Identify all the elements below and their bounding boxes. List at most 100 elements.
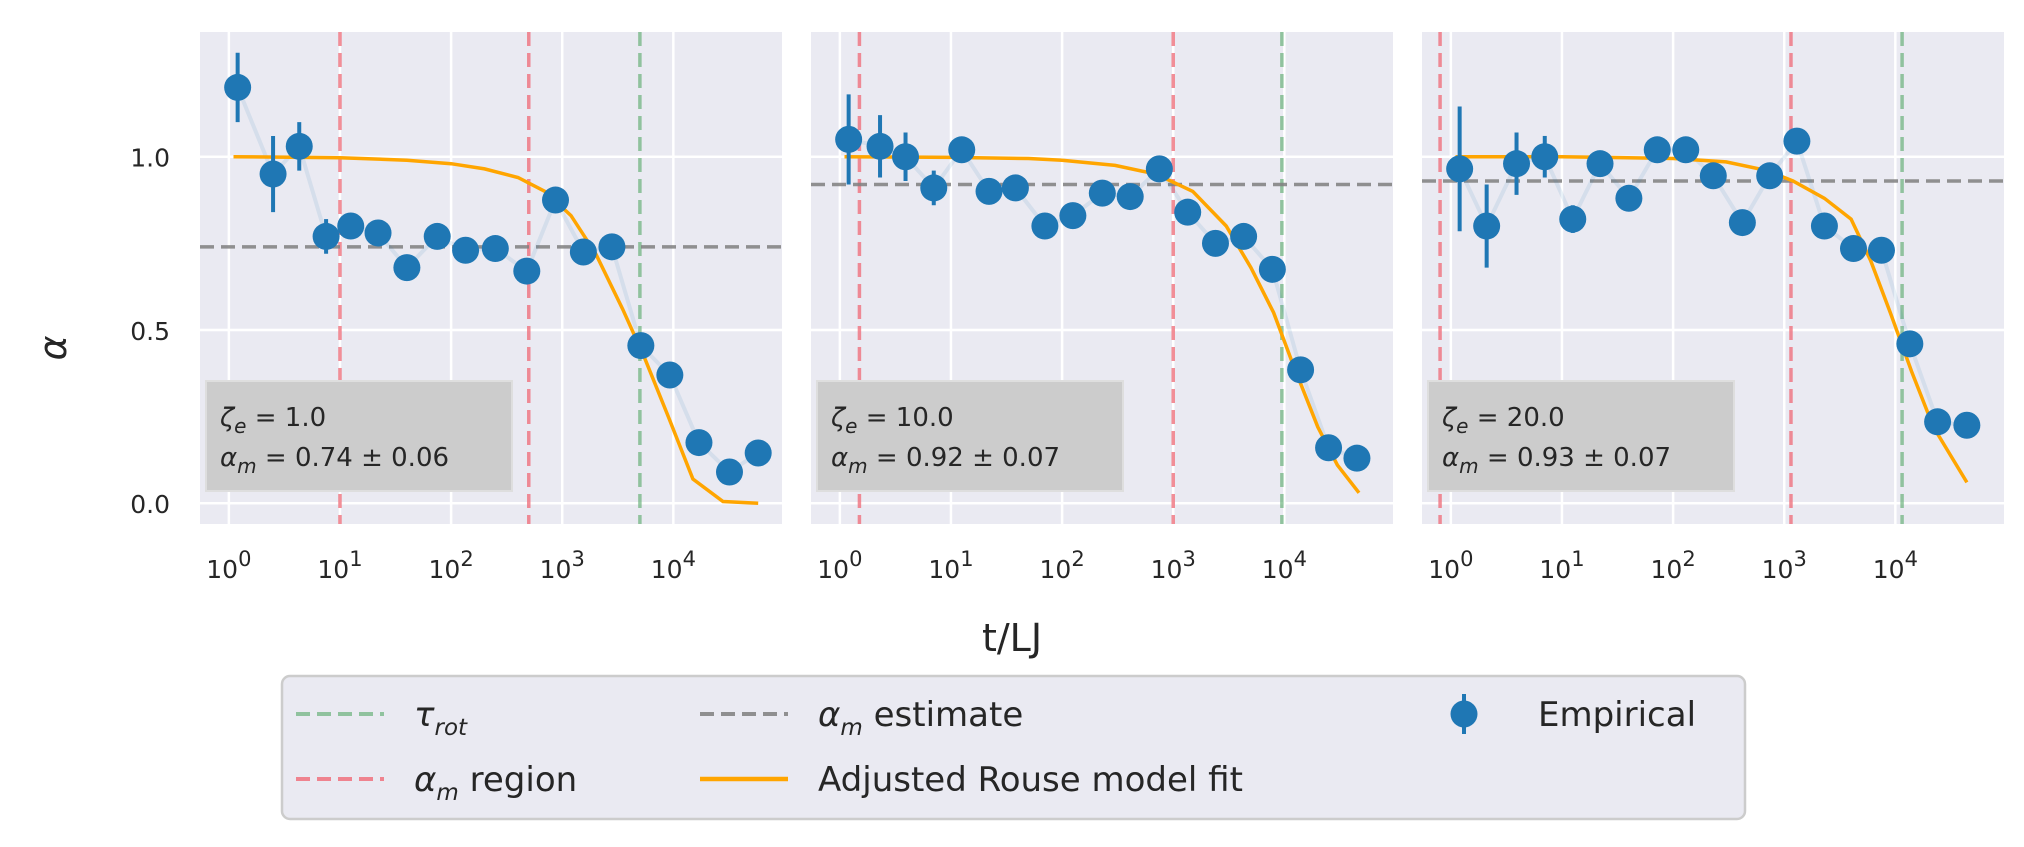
legend-label: Adjusted Rouse model fit bbox=[818, 760, 1243, 800]
empirical-point bbox=[1839, 235, 1867, 263]
empirical-point bbox=[569, 238, 597, 266]
legend-item-empirical: Empirical bbox=[1450, 694, 1696, 735]
x-axis-label: t/LJ bbox=[982, 616, 1042, 660]
empirical-point bbox=[1643, 136, 1671, 164]
empirical-point bbox=[393, 254, 421, 282]
empirical-point bbox=[224, 73, 252, 101]
legend-label: αm estimate bbox=[818, 695, 1023, 741]
empirical-point bbox=[452, 236, 480, 264]
rouse-fit-line bbox=[233, 154, 759, 505]
empirical-point bbox=[337, 212, 365, 240]
alpha-annotation: αm = 0.93 ± 0.07 bbox=[1442, 443, 1671, 478]
x-tick-label: 104 bbox=[1873, 547, 1918, 584]
rouse-fit-line bbox=[1455, 154, 1969, 484]
empirical-point bbox=[1031, 212, 1059, 240]
x-tick-label: 100 bbox=[817, 547, 862, 584]
legend-item-alpha_estimate: αm estimate bbox=[700, 695, 1023, 741]
legend-label: τrot bbox=[414, 695, 468, 741]
x-tick-label: 101 bbox=[317, 547, 362, 584]
y-tick-label: 1.0 bbox=[130, 144, 170, 173]
empirical-point bbox=[1728, 209, 1756, 237]
empirical-point bbox=[1145, 155, 1173, 183]
alpha-annotation: αm = 0.74 ± 0.06 bbox=[220, 443, 449, 478]
panel-2: 100 101 102 103 104 ζe = 10.0 αm = 0.92 ± 0.07 bbox=[811, 32, 1393, 584]
empirical-point bbox=[481, 235, 509, 263]
x-tick-label: 103 bbox=[1151, 547, 1196, 584]
x-tick-label: 103 bbox=[540, 547, 585, 584]
empirical-point bbox=[1473, 212, 1501, 240]
empirical-point bbox=[1001, 174, 1029, 202]
zeta-annotation: ζe = 1.0 bbox=[219, 403, 326, 438]
empirical-point bbox=[1699, 162, 1727, 190]
empirical-point bbox=[948, 136, 976, 164]
alpha-annotation: αm = 0.92 ± 0.07 bbox=[831, 443, 1060, 478]
empirical-point bbox=[975, 177, 1003, 205]
panel-1: 100 101 102 103 104 ζe = 1.0 αm = 0.74 ± 0.06 bbox=[200, 32, 782, 584]
empirical-point bbox=[1059, 202, 1087, 230]
empirical-point bbox=[1258, 255, 1286, 283]
legend-swatch-marker bbox=[1450, 700, 1478, 728]
empirical-point bbox=[259, 160, 287, 188]
x-tick-label: 102 bbox=[1651, 547, 1696, 584]
legend: τrot αm region αm estimate Adjusted Rouse … bbox=[280, 674, 1747, 821]
empirical-point bbox=[1896, 330, 1924, 358]
empirical-point bbox=[1343, 444, 1371, 472]
x-tick-label: 103 bbox=[1762, 547, 1807, 584]
empirical-point bbox=[892, 143, 920, 171]
empirical-point bbox=[866, 132, 894, 160]
empirical-point bbox=[364, 219, 392, 247]
empirical-point bbox=[1174, 198, 1202, 226]
empirical-point bbox=[1756, 162, 1784, 190]
legend-item-tau_rot: τrot bbox=[296, 695, 468, 741]
empirical-point bbox=[598, 233, 626, 261]
panel-3: 100 101 102 103 104 ζe = 20.0 αm = 0.93 ± 0.07 bbox=[1422, 32, 2004, 584]
empirical-point bbox=[1315, 434, 1343, 462]
legend-label: Empirical bbox=[1538, 695, 1696, 735]
empirical-point bbox=[1559, 205, 1587, 233]
x-tick-label: 104 bbox=[1262, 547, 1307, 584]
empirical-point bbox=[1230, 222, 1258, 250]
empirical-point bbox=[1783, 127, 1811, 155]
x-tick-label: 104 bbox=[651, 547, 696, 584]
empirical-point bbox=[835, 125, 863, 153]
empirical-point bbox=[656, 361, 684, 389]
empirical-point bbox=[627, 332, 655, 360]
empirical-point bbox=[744, 439, 772, 467]
empirical-point bbox=[1287, 356, 1315, 384]
annotation-box bbox=[816, 380, 1124, 492]
empirical-point bbox=[1867, 236, 1895, 264]
x-tick-label: 102 bbox=[429, 547, 474, 584]
empirical-point bbox=[1924, 408, 1952, 436]
empirical-point bbox=[1672, 136, 1700, 164]
y-tick-label: 0.5 bbox=[130, 317, 170, 346]
annotation-box bbox=[1427, 380, 1735, 492]
empirical-point bbox=[1531, 143, 1559, 171]
plot-area bbox=[1422, 32, 2004, 524]
empirical-point bbox=[1116, 183, 1144, 211]
legend-frame bbox=[280, 674, 1747, 821]
empirical-point bbox=[1810, 212, 1838, 240]
empirical-point bbox=[1201, 229, 1229, 257]
empirical-point bbox=[513, 257, 541, 285]
x-tick-label: 102 bbox=[1040, 547, 1085, 584]
empirical-point bbox=[542, 186, 570, 214]
annotation-box bbox=[205, 380, 513, 492]
empirical-point bbox=[1446, 155, 1474, 183]
empirical-point bbox=[1088, 179, 1116, 207]
x-tick-label: 101 bbox=[928, 547, 973, 584]
y-tick-label: 0.0 bbox=[130, 490, 170, 519]
empirical-point bbox=[312, 222, 340, 250]
empirical-point bbox=[715, 458, 743, 486]
y-axis-label: α bbox=[31, 335, 75, 360]
legend-item-rouse_fit: Adjusted Rouse model fit bbox=[700, 760, 1243, 800]
x-tick-label: 100 bbox=[206, 547, 251, 584]
empirical-point bbox=[285, 132, 313, 160]
x-tick-label: 101 bbox=[1539, 547, 1584, 584]
rouse-fit-line bbox=[844, 154, 1361, 494]
empirical-point bbox=[1615, 184, 1643, 212]
empirical-point bbox=[1503, 150, 1531, 178]
zeta-annotation: ζe = 10.0 bbox=[830, 403, 954, 438]
legend-label: αm region bbox=[414, 760, 577, 806]
legend-item-alpha_region: αm region bbox=[296, 760, 577, 806]
zeta-annotation: ζe = 20.0 bbox=[1441, 403, 1565, 438]
